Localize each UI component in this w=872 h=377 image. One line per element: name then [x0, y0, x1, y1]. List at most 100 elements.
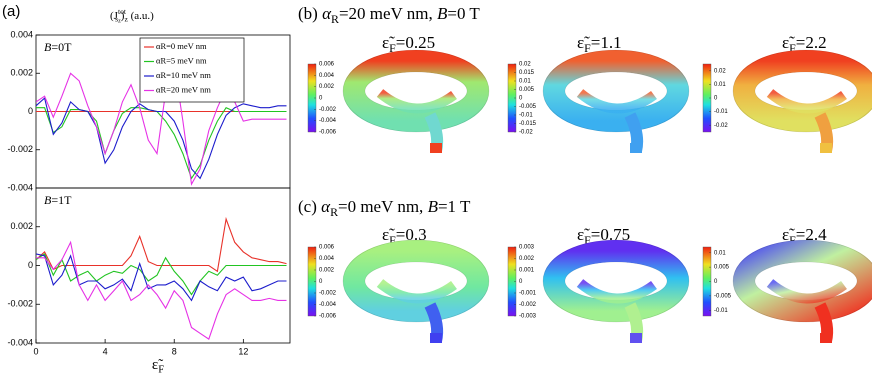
- text-part: (c): [298, 197, 321, 216]
- text-part: =1 T: [438, 197, 471, 216]
- colorbar-label: -0.01: [519, 113, 533, 119]
- surface-ring-edge: [732, 239, 872, 323]
- y-tick-label: -0.004: [7, 337, 33, 347]
- text-part: =0.75: [591, 225, 630, 244]
- panel-label: (a): [2, 3, 20, 20]
- surface-inner: [576, 89, 657, 114]
- legend-label: αR=20 meV nm: [156, 84, 211, 94]
- colorbar-label: 0.02: [714, 68, 726, 74]
- text-part: F: [789, 41, 796, 55]
- colorbar-label: -0.02: [714, 123, 728, 129]
- series-line: [36, 216, 287, 273]
- y-tick-label: 0: [28, 260, 33, 270]
- text-part: =2.2: [796, 33, 827, 52]
- text-part: =0 meV nm,: [338, 197, 428, 216]
- text-part: =0.25: [396, 33, 435, 52]
- text-part: =1.1: [591, 33, 622, 52]
- y-axis-label: (Jtot sz)z (a.u.): [110, 7, 154, 25]
- annotation: B=0T: [44, 40, 72, 54]
- surface-ring-edge: [342, 49, 490, 133]
- x-tick-label: 12: [238, 346, 248, 356]
- surface-ring: [343, 240, 489, 322]
- text-part: =20 meV nm,: [339, 4, 437, 23]
- text-part: s: [115, 14, 118, 23]
- x-axis-label: ε̃F: [152, 357, 164, 375]
- surface-ring: [543, 50, 689, 132]
- surface-ring-edge: [542, 239, 690, 323]
- legend-label: αR=5 meV nm: [156, 55, 207, 65]
- plot-title: ε̃F=0.3: [382, 225, 427, 247]
- colorbar-label: -0.005: [519, 104, 537, 110]
- text-part: F: [584, 41, 591, 55]
- colorbar-label: 0.002: [319, 84, 335, 90]
- series-line: [36, 63, 287, 186]
- colorbar-label: -0.001: [519, 291, 537, 297]
- text-part: R: [330, 205, 338, 219]
- text-part: B: [44, 40, 52, 54]
- y-tick-label: -0.002: [7, 144, 33, 154]
- colorbar-label: -0.02: [519, 130, 533, 136]
- text-part: =0 T: [447, 4, 480, 23]
- x-tick-label: 0: [33, 346, 38, 356]
- colorbar-label: 0.01: [714, 250, 726, 256]
- colorbar-label: 0.006: [319, 62, 335, 68]
- colorbar-label: 0.015: [519, 70, 535, 76]
- colorbar-label: -0.002: [319, 107, 337, 113]
- x-tick-label: 8: [172, 346, 177, 356]
- text-part: tot: [118, 7, 127, 16]
- text-part: α: [321, 197, 331, 216]
- colorbar-label: 0.01: [714, 82, 726, 88]
- text-part: =0.3: [396, 225, 427, 244]
- y-tick-label: 0.002: [10, 221, 33, 231]
- y-tick-label: -0.004: [7, 182, 33, 192]
- colorbar-label: -0.004: [319, 118, 337, 124]
- text-part: F: [158, 365, 164, 376]
- x-tick-label: 4: [103, 346, 108, 356]
- series-line: [36, 97, 287, 180]
- text-part: ε̃: [152, 357, 163, 373]
- legend-label: αR=0 meV nm: [156, 41, 207, 51]
- annotation: B=1T: [44, 193, 72, 207]
- surface-inner: [766, 89, 847, 114]
- colorbar-label: 0.001: [519, 268, 535, 274]
- text-part: =0T: [51, 40, 72, 54]
- colorbar-label: -0.002: [519, 302, 537, 308]
- colorbar-label: -0.01: [714, 109, 728, 115]
- colorbar-label: 0.01: [519, 79, 531, 85]
- text-part: B: [44, 193, 52, 207]
- colorbar-label: -0.006: [319, 130, 337, 136]
- series-line: [36, 253, 287, 302]
- surface-inner: [576, 279, 657, 304]
- surface-ring-edge: [732, 49, 872, 133]
- text-part: =1T: [51, 193, 72, 207]
- colorbar-label: 0: [714, 279, 718, 285]
- text-part: (b): [298, 4, 322, 23]
- series-line: [36, 240, 287, 340]
- colorbar-label: -0.003: [519, 314, 537, 320]
- surface-inner: [376, 279, 457, 304]
- series-line: [36, 107, 287, 180]
- y-tick-label: 0.002: [10, 68, 33, 78]
- surface-inner: [766, 279, 847, 304]
- surface-ring: [343, 50, 489, 132]
- text-part: R: [331, 12, 339, 26]
- colorbar-label: -0.01: [714, 308, 728, 314]
- text-part: F: [389, 233, 396, 247]
- text-part: =2.4: [796, 225, 827, 244]
- colorbar-label: 0: [319, 96, 323, 102]
- text-part: F: [389, 41, 396, 55]
- text-part: ): [121, 10, 125, 22]
- colorbar-label: 0.003: [519, 245, 535, 251]
- panel-heading: (c) αR=0 meV nm, B=1 T: [298, 197, 471, 219]
- surface-ring-edge: [542, 49, 690, 133]
- text-part: B: [437, 4, 448, 23]
- colorbar-label: -0.004: [319, 302, 337, 308]
- text-part: (J: [110, 10, 119, 22]
- legend-label: αR=10 meV nm: [156, 70, 211, 80]
- y-tick-label: 0: [28, 106, 33, 116]
- colorbar-label: 0.006: [319, 245, 335, 251]
- y-tick-label: 0.004: [10, 29, 33, 39]
- text-part: (a.u.): [128, 10, 154, 22]
- colorbar-label: 0: [319, 279, 323, 285]
